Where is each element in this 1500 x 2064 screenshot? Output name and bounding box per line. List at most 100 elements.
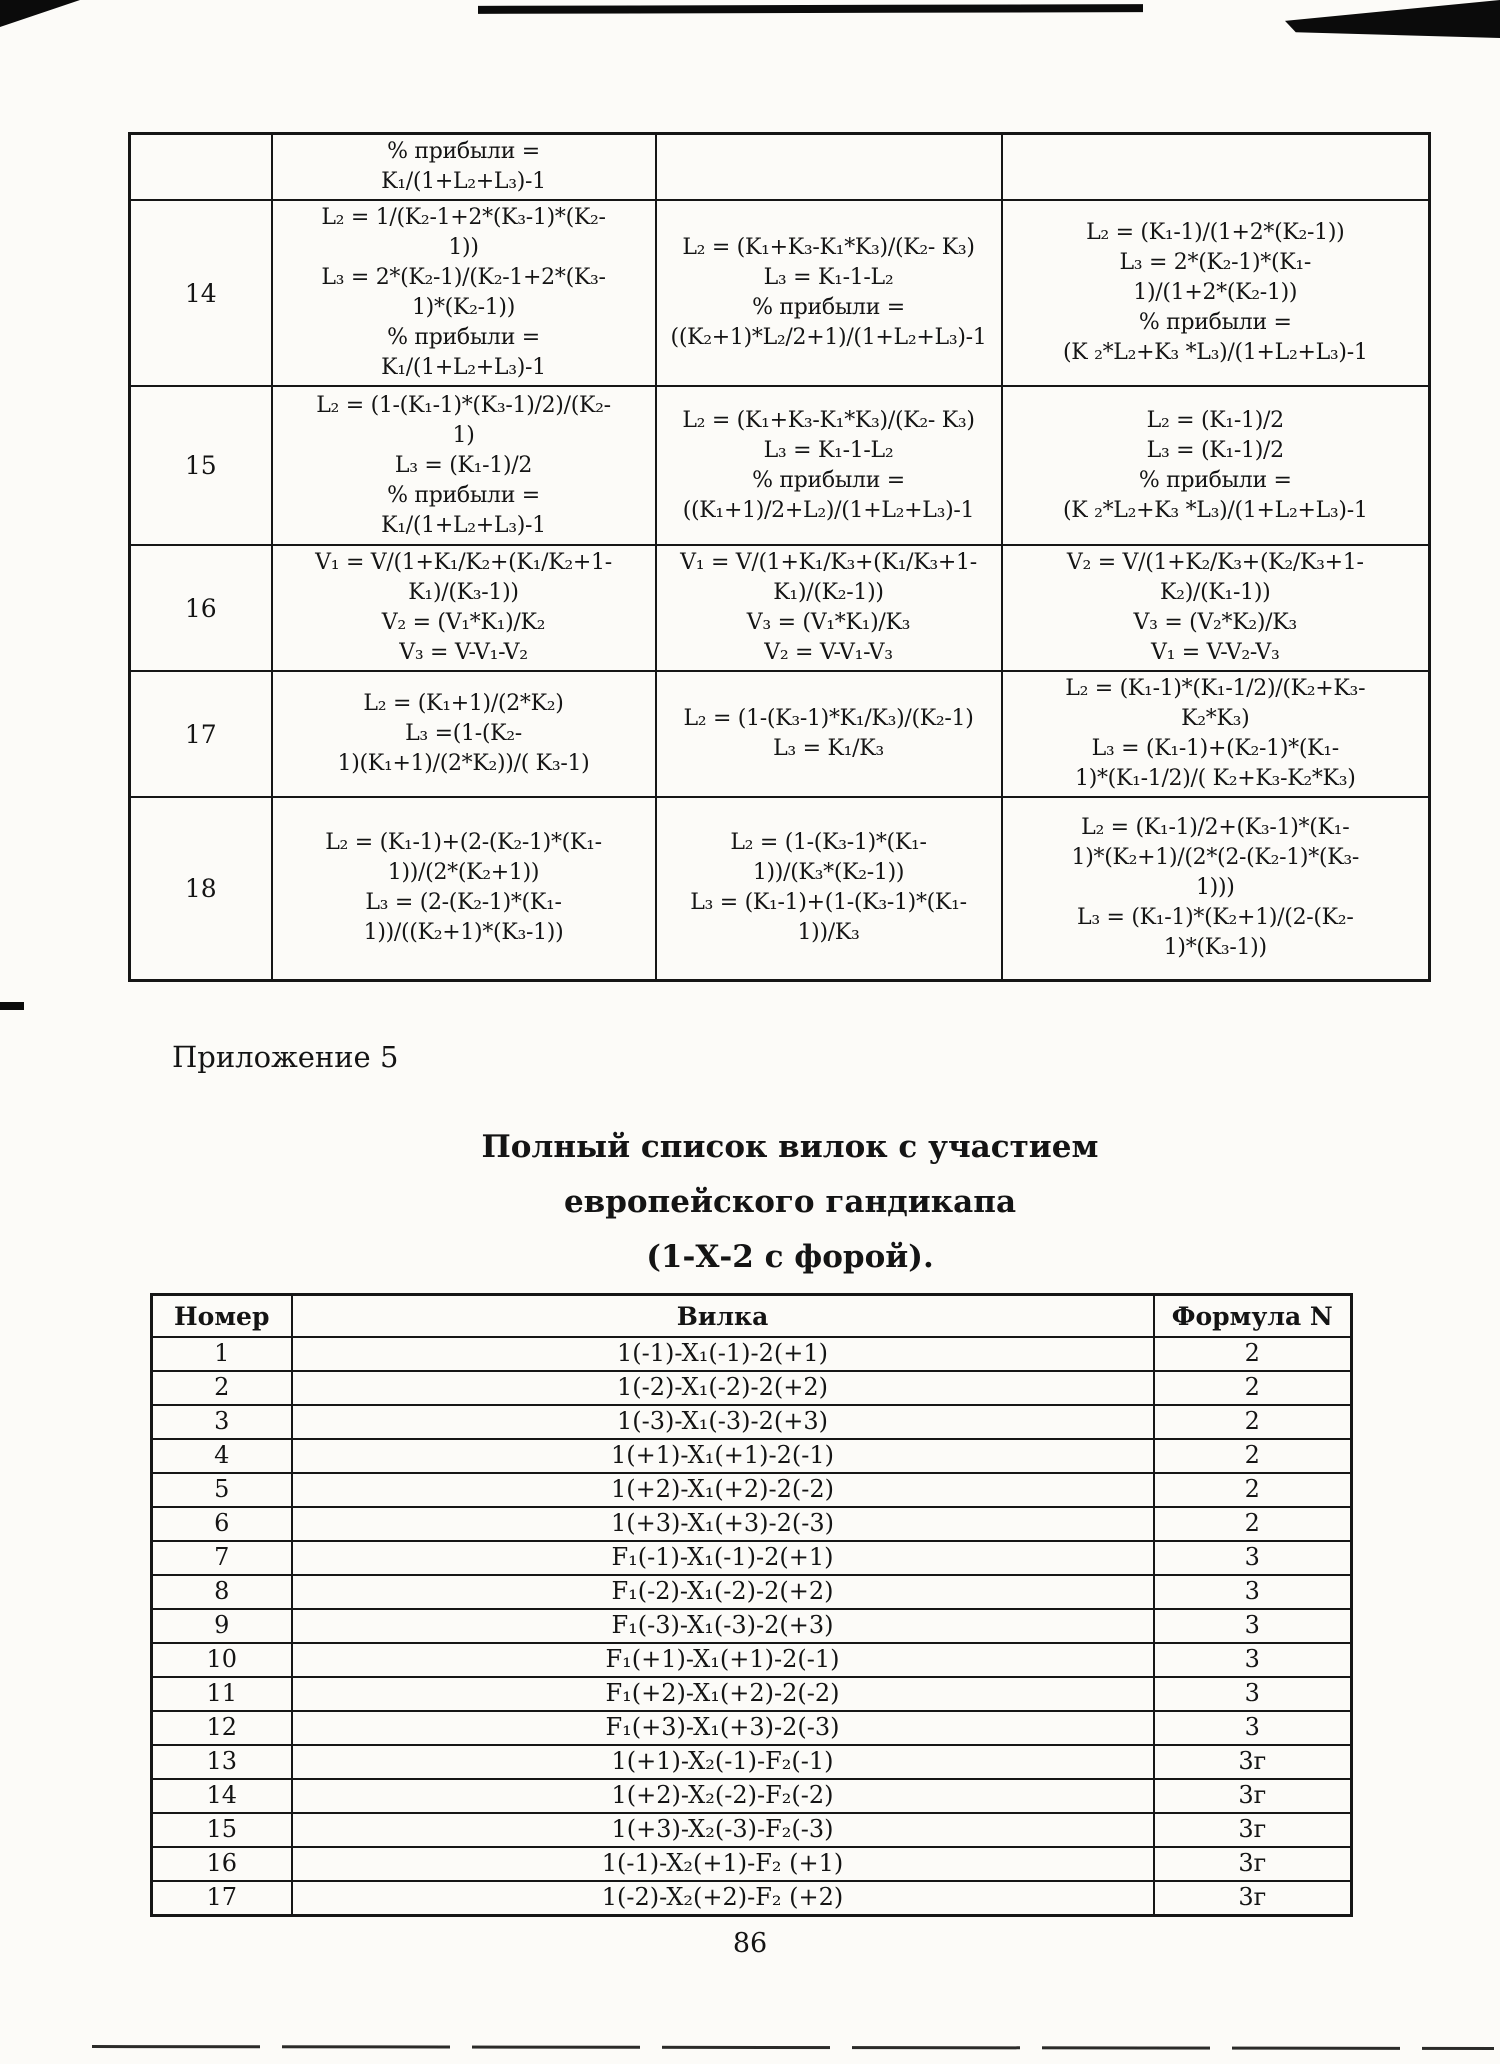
title-line-2: европейского гандикапа <box>563 1184 1017 1220</box>
fork-cell: 1(+3)-X₂(-3)-F₂(-3) <box>290 1812 1155 1848</box>
formula-cell: L₂ = (K₁+1)/(2*K₂) L₃ =(1-(K₂- 1)(K₁+1)/… <box>270 670 657 798</box>
fork-cell: 1(-2)-X₁(-2)-2(+2) <box>290 1370 1155 1406</box>
fork-row: 11 F₁(+2)-X₁(+2)-2(-2) 3 <box>150 1676 1353 1712</box>
empty-cell <box>128 132 273 201</box>
fork-formula-cell: 3 <box>1152 1710 1353 1746</box>
formula-cell: L₂ = (1-(K₁-1)*(K₃-1)/2)/(K₂- 1) L₃ = (K… <box>270 385 657 546</box>
fork-number-cell: 3 <box>150 1404 293 1440</box>
fork-number-cell: 12 <box>150 1710 293 1746</box>
fork-number-cell: 17 <box>150 1880 293 1917</box>
formula-row: 14 L₂ = 1/(K₂-1+2*(K₃-1)*(K₂- 1)) L₃ = 2… <box>128 199 1431 387</box>
formula-cell: L₂ = (1-(K₃-1)*K₁/K₃)/(K₂-1) L₃ = K₁/K₃ <box>654 670 1003 798</box>
fork-formula-cell: 3г <box>1152 1880 1353 1917</box>
fork-formula-cell: 3 <box>1152 1608 1353 1644</box>
formula-row: 15 L₂ = (1-(K₁-1)*(K₃-1)/2)/(K₂- 1) L₃ =… <box>128 385 1431 546</box>
fork-cell: 1(+3)-X₁(+3)-2(-3) <box>290 1506 1155 1542</box>
formula-cell: V₂ = V/(1+K₂/K₃+(K₂/K₃+1- K₂)/(K₁-1)) V₃… <box>1000 544 1431 672</box>
fork-cell: 1(-3)-X₁(-3)-2(+3) <box>290 1404 1155 1440</box>
formula-cell: V₁ = V/(1+K₁/K₃+(K₁/K₃+1- K₁)/(K₂-1)) V₃… <box>654 544 1003 672</box>
fork-formula-cell: 3 <box>1152 1574 1353 1610</box>
fork-cell: F₁(-3)-X₁(-3)-2(+3) <box>290 1608 1155 1644</box>
fork-formula-cell: 2 <box>1152 1404 1353 1440</box>
fork-table-header-row: Номер Вилка Формула N <box>150 1293 1353 1338</box>
fork-formula-cell: 3г <box>1152 1846 1353 1882</box>
fork-row: 7 F₁(-1)-X₁(-1)-2(+1) 3 <box>150 1540 1353 1576</box>
fork-cell: 1(-2)-X₂(+2)-F₂ (+2) <box>290 1880 1155 1917</box>
page-number: 86 <box>732 1928 768 1959</box>
fork-row: 4 1(+1)-X₁(+1)-2(-1) 2 <box>150 1438 1353 1474</box>
fork-header-formula: Формула N <box>1152 1293 1353 1338</box>
fork-number-cell: 14 <box>150 1778 293 1814</box>
fork-row: 1 1(-1)-X₁(-1)-2(+1) 2 <box>150 1336 1353 1372</box>
formula-row: 18 L₂ = (K₁-1)+(2-(K₂-1)*(K₁- 1))/(2*(K₂… <box>128 796 1431 981</box>
formula-cell: L₂ = 1/(K₂-1+2*(K₃-1)*(K₂- 1)) L₃ = 2*(K… <box>270 199 657 387</box>
fork-row: 5 1(+2)-X₁(+2)-2(-2) 2 <box>150 1472 1353 1508</box>
title-line-3: (1-Х-2 с форой). <box>646 1239 934 1275</box>
fork-formula-cell: 2 <box>1152 1506 1353 1542</box>
fork-number-cell: 16 <box>150 1846 293 1882</box>
fork-number-cell: 11 <box>150 1676 293 1712</box>
scan-artifact-top-right <box>1285 0 1500 38</box>
row-number-cell: 17 <box>128 670 273 798</box>
fork-number-cell: 15 <box>150 1812 293 1848</box>
formula-cell: L₂ = (K₁-1)/2+(K₃-1)*(K₁- 1)*(K₂+1)/(2*(… <box>1000 796 1431 981</box>
row-number-cell: 15 <box>128 385 273 546</box>
fork-formula-cell: 2 <box>1152 1336 1353 1372</box>
fork-number-cell: 2 <box>150 1370 293 1406</box>
formula-row-partial: % прибыли = K₁/(1+L₂+L₃)-1 <box>128 132 1431 201</box>
empty-cell <box>1000 132 1431 201</box>
fork-row: 6 1(+3)-X₁(+3)-2(-3) 2 <box>150 1506 1353 1542</box>
formula-cell: L₂ = (1-(K₃-1)*(K₁- 1))/(K₃*(K₂-1)) L₃ =… <box>654 796 1003 981</box>
fork-formula-cell: 3 <box>1152 1540 1353 1576</box>
formula-cell: L₂ = (K₁-1)*(K₁-1/2)/(K₂+K₃- K₂*K₃) L₃ =… <box>1000 670 1431 798</box>
empty-cell <box>654 132 1003 201</box>
fork-cell: 1(+2)-X₂(-2)-F₂(-2) <box>290 1778 1155 1814</box>
formula-cell: L₂ = (K₁+K₃-K₁*K₃)/(K₂- K₃) L₃ = K₁-1-L₂… <box>654 199 1003 387</box>
row-number-cell: 14 <box>128 199 273 387</box>
fork-cell: F₁(+1)-X₁(+1)-2(-1) <box>290 1642 1155 1678</box>
document-title: Полный список вилок с участием европейск… <box>350 1120 1230 1285</box>
fork-cell: 1(-1)-X₁(-1)-2(+1) <box>290 1336 1155 1372</box>
formula-row: 16 V₁ = V/(1+K₁/K₂+(K₁/K₂+1- K₁)/(K₃-1))… <box>128 544 1431 672</box>
row-number-cell: 16 <box>128 544 273 672</box>
fork-cell: 1(+1)-X₁(+1)-2(-1) <box>290 1438 1155 1474</box>
fork-number-cell: 7 <box>150 1540 293 1576</box>
fork-cell: 1(-1)-X₂(+1)-F₂ (+1) <box>290 1846 1155 1882</box>
fork-cell: 1(+2)-X₁(+2)-2(-2) <box>290 1472 1155 1508</box>
title-line-1: Полный список вилок с участием <box>481 1129 1099 1165</box>
fork-cell: F₁(-1)-X₁(-1)-2(+1) <box>290 1540 1155 1576</box>
fork-formula-cell: 3г <box>1152 1778 1353 1814</box>
fork-formula-cell: 3г <box>1152 1812 1353 1848</box>
fork-number-cell: 5 <box>150 1472 293 1508</box>
fork-row: 16 1(-1)-X₂(+1)-F₂ (+1) 3г <box>150 1846 1353 1882</box>
fork-formula-cell: 2 <box>1152 1472 1353 1508</box>
fork-row: 14 1(+2)-X₂(-2)-F₂(-2) 3г <box>150 1778 1353 1814</box>
formula-cell: L₂ = (K₁-1)+(2-(K₂-1)*(K₁- 1))/(2*(K₂+1)… <box>270 796 657 981</box>
fork-cell: 1(+1)-X₂(-1)-F₂(-1) <box>290 1744 1155 1780</box>
fork-number-cell: 4 <box>150 1438 293 1474</box>
fork-header-number: Номер <box>150 1293 293 1338</box>
fork-cell: F₁(+3)-X₁(+3)-2(-3) <box>290 1710 1155 1746</box>
fork-row: 3 1(-3)-X₁(-3)-2(+3) 2 <box>150 1404 1353 1440</box>
fork-number-cell: 9 <box>150 1608 293 1644</box>
fork-row: 13 1(+1)-X₂(-1)-F₂(-1) 3г <box>150 1744 1353 1780</box>
fork-row: 15 1(+3)-X₂(-3)-F₂(-3) 3г <box>150 1812 1353 1848</box>
fork-formula-cell: 2 <box>1152 1370 1353 1406</box>
fork-cell: F₁(+2)-X₁(+2)-2(-2) <box>290 1676 1155 1712</box>
fork-row: 10 F₁(+1)-X₁(+1)-2(-1) 3 <box>150 1642 1353 1678</box>
formula-cell: % прибыли = K₁/(1+L₂+L₃)-1 <box>270 132 657 201</box>
fork-number-cell: 8 <box>150 1574 293 1610</box>
scan-artifact-left-dash <box>0 1002 24 1010</box>
fork-number-cell: 1 <box>150 1336 293 1372</box>
scan-artifact-top-left <box>0 0 80 27</box>
formula-row: 17 L₂ = (K₁+1)/(2*K₂) L₃ =(1-(K₂- 1)(K₁+… <box>128 670 1431 798</box>
formula-cell: L₂ = (K₁-1)/2 L₃ = (K₁-1)/2 % прибыли = … <box>1000 385 1431 546</box>
fork-row: 12 F₁(+3)-X₁(+3)-2(-3) 3 <box>150 1710 1353 1746</box>
scan-artifact-top-line <box>477 4 1144 14</box>
fork-formula-cell: 3 <box>1152 1642 1353 1678</box>
formula-cell: L₂ = (K₁-1)/(1+2*(K₂-1)) L₃ = 2*(K₂-1)*(… <box>1000 199 1431 387</box>
fork-formula-cell: 2 <box>1152 1438 1353 1474</box>
fork-number-cell: 6 <box>150 1506 293 1542</box>
fork-number-cell: 13 <box>150 1744 293 1780</box>
scan-artifact-bottom-line <box>91 2045 1495 2050</box>
